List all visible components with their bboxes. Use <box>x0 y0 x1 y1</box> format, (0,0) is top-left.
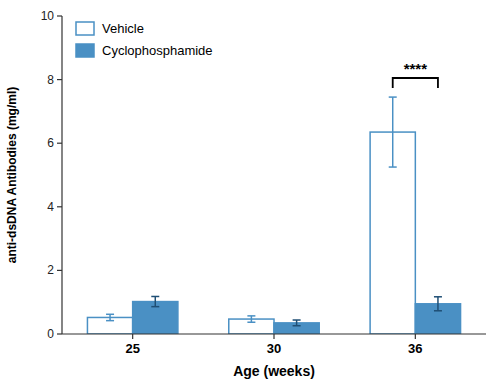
y-tick-label: 8 <box>47 73 54 87</box>
error-line <box>109 314 111 320</box>
error-cap <box>106 320 114 322</box>
error-bar <box>389 97 397 167</box>
error-cap <box>151 306 159 308</box>
error-cap <box>151 296 159 298</box>
error-line <box>437 297 439 311</box>
error-bar <box>247 316 255 322</box>
error-cap <box>389 96 397 98</box>
error-cap <box>106 314 114 316</box>
error-cap <box>293 325 301 327</box>
x-tick-label: 30 <box>267 341 281 356</box>
y-tick <box>57 143 62 144</box>
error-bar <box>106 314 114 320</box>
legend-swatch <box>76 44 94 57</box>
error-bar <box>151 296 159 306</box>
x-tick <box>273 334 274 339</box>
x-tick-label: 25 <box>125 341 139 356</box>
x-tick-label: 36 <box>408 341 422 356</box>
plot-area <box>87 78 460 334</box>
error-cap <box>293 319 301 321</box>
y-axis-line <box>61 16 62 334</box>
x-tick <box>132 334 133 339</box>
chart-container: **** 0 2 4 6 8 10 25 30 36 Age (weeks) anti-dsDNA A… <box>0 0 500 386</box>
x-tick <box>415 334 416 339</box>
y-tick-label: 10 <box>41 9 55 23</box>
y-tick <box>57 79 62 80</box>
error-bar <box>434 297 442 311</box>
y-tick-label: 6 <box>47 136 54 150</box>
y-tick <box>57 270 62 271</box>
legend-label: Cyclophosphamide <box>102 43 213 58</box>
y-tick <box>57 333 62 334</box>
y-tick <box>57 206 62 207</box>
error-line <box>251 316 253 322</box>
error-line <box>155 296 157 306</box>
y-axis-label: anti-dsDNA Antibodies (mg/ml) <box>5 87 19 263</box>
y-tick <box>57 15 62 16</box>
bar <box>133 302 178 334</box>
legend-swatch <box>76 22 94 35</box>
x-axis-label: Age (weeks) <box>233 363 315 379</box>
y-tick-label: 2 <box>47 263 54 277</box>
annotation-text: **** <box>404 60 428 77</box>
error-cap <box>389 166 397 168</box>
error-cap <box>247 315 255 317</box>
y-tick-label: 0 <box>47 327 54 341</box>
legend-label: Vehicle <box>102 21 144 36</box>
error-cap <box>247 321 255 323</box>
error-line <box>296 320 298 326</box>
error-line <box>392 97 394 167</box>
bar <box>87 317 132 334</box>
chart-svg: **** 0 2 4 6 8 10 25 30 36 Age (weeks) anti-dsDNA A… <box>0 0 500 386</box>
significance-bracket <box>393 78 438 88</box>
error-cap <box>434 296 442 298</box>
error-cap <box>434 310 442 312</box>
legend: Vehicle Cyclophosphamide <box>76 21 213 58</box>
y-tick-label: 4 <box>47 200 54 214</box>
error-bar <box>293 320 301 326</box>
